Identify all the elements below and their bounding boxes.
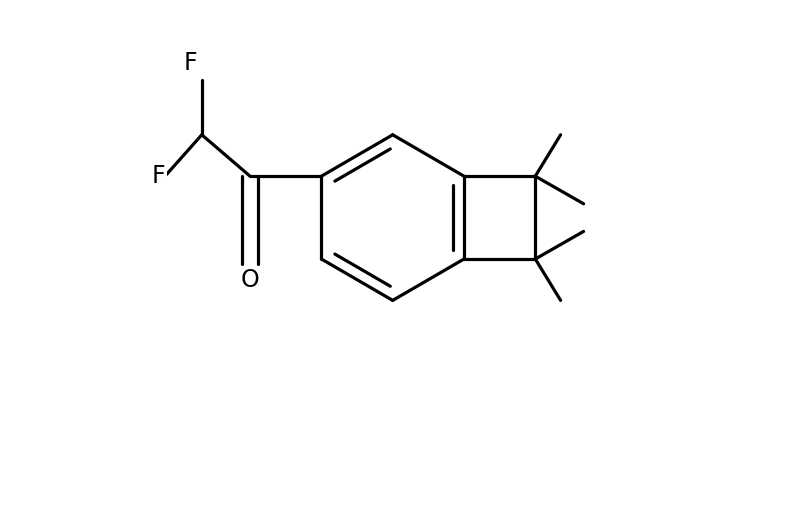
Text: F: F [183, 51, 197, 75]
Text: F: F [152, 164, 165, 188]
Text: O: O [241, 268, 259, 292]
